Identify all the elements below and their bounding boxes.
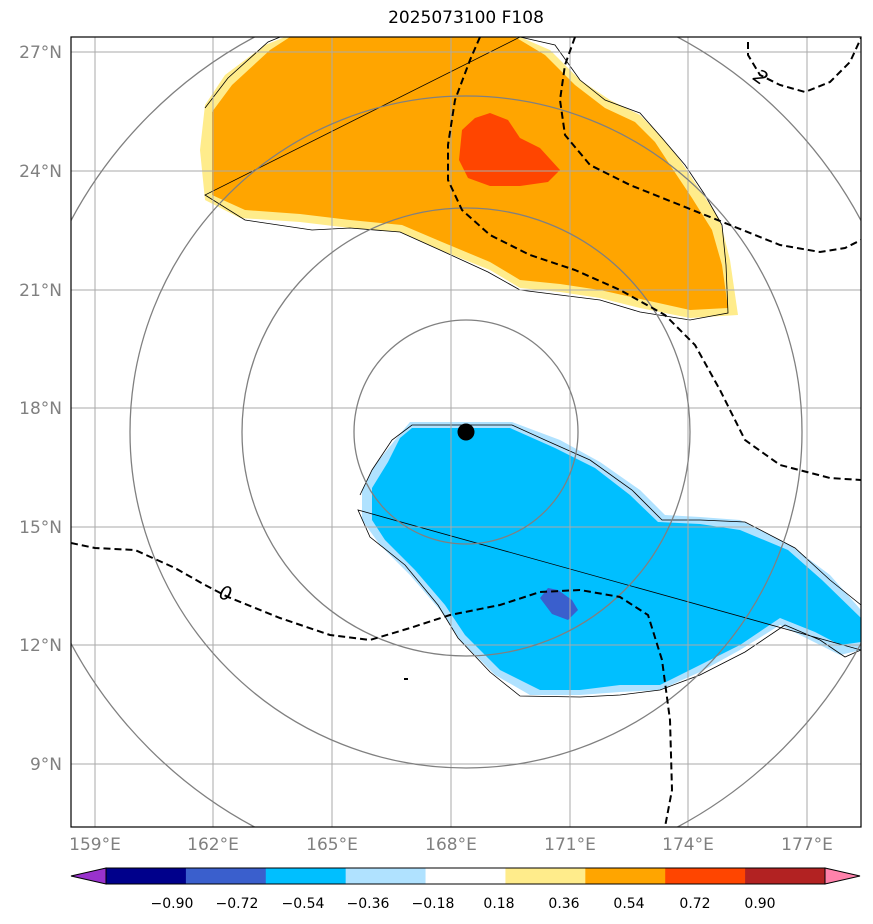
colorbar-segment	[585, 868, 666, 884]
colorbar-tick-labels: −0.90 −0.72 −0.54 −0.36 −0.18 0.18 0.36 …	[151, 896, 776, 912]
colorbar-tick: −0.18	[412, 896, 455, 912]
colorbar-tick: −0.72	[216, 896, 259, 912]
contour-0-line	[71, 542, 674, 827]
lat-label: 24°N	[19, 162, 62, 182]
range-ring	[129, 95, 803, 769]
lon-label: 174°E	[662, 835, 714, 855]
lon-label: 168°E	[425, 835, 477, 855]
colorbar-segment	[106, 868, 187, 884]
map-frame	[70, 36, 862, 828]
lat-label: 21°N	[19, 281, 62, 301]
lon-label: 171°E	[544, 835, 596, 855]
colorbar-tick: 0.36	[548, 896, 579, 912]
contour-b-line	[558, 37, 861, 254]
strong-negative-anomaly	[540, 588, 578, 620]
colorbar-segment	[265, 868, 347, 884]
colorbar-segment	[425, 868, 506, 884]
colorbar-tick: 0.90	[744, 896, 775, 912]
lon-label: 159°E	[69, 835, 121, 855]
contours	[71, 37, 861, 827]
range-ring	[241, 207, 691, 657]
colorbar-segment	[505, 868, 586, 884]
contour-label-0: 0	[217, 582, 234, 606]
colorbar-segments	[106, 868, 826, 884]
lon-label: 165°E	[306, 835, 358, 855]
strong-positive-anomaly	[459, 113, 560, 186]
lat-label: 9°N	[30, 755, 62, 775]
colorbar-tick: −0.90	[151, 896, 194, 912]
lat-label: 18°N	[19, 399, 62, 419]
colorbar-segment	[345, 868, 427, 884]
lat-label: 15°N	[19, 518, 62, 538]
longitude-labels: 159°E 162°E 165°E 168°E 171°E 174°E 177°…	[69, 835, 833, 855]
contour-a-line	[447, 37, 861, 481]
colorbar-frame	[105, 867, 826, 885]
colorbar-tick: −0.54	[282, 896, 325, 912]
colorbar: −0.90 −0.72 −0.54 −0.36 −0.18 0.18 0.36 …	[70, 867, 861, 912]
lon-label: 162°E	[187, 835, 239, 855]
colorbar-tick: 0.54	[613, 896, 644, 912]
lon-label: 177°E	[781, 835, 833, 855]
range-ring	[353, 319, 579, 545]
negative-outline	[357, 424, 861, 698]
contour-label-2: 2	[749, 65, 772, 90]
map-title: 2025073100 F108	[388, 8, 544, 28]
colorbar-tick: −0.36	[347, 896, 390, 912]
contour-2-line	[747, 37, 861, 94]
negative-anomaly	[372, 428, 861, 690]
lat-label: 12°N	[19, 636, 62, 656]
colorbar-tick: 0.72	[679, 896, 710, 912]
storm-center-marker	[457, 423, 475, 441]
colorbar-tick: 0.18	[483, 896, 514, 912]
colorbar-segment	[745, 868, 826, 884]
range-rings	[71, 37, 861, 827]
colorbar-segment	[185, 868, 267, 884]
colorbar-high-extension	[824, 867, 861, 885]
colorbar-segment	[665, 868, 746, 884]
lat-label: 27°N	[19, 43, 62, 63]
colorbar-low-extension	[70, 867, 107, 885]
latitude-labels: 27°N 24°N 21°N 18°N 15°N 12°N 9°N	[19, 43, 62, 775]
graticule	[71, 37, 861, 827]
